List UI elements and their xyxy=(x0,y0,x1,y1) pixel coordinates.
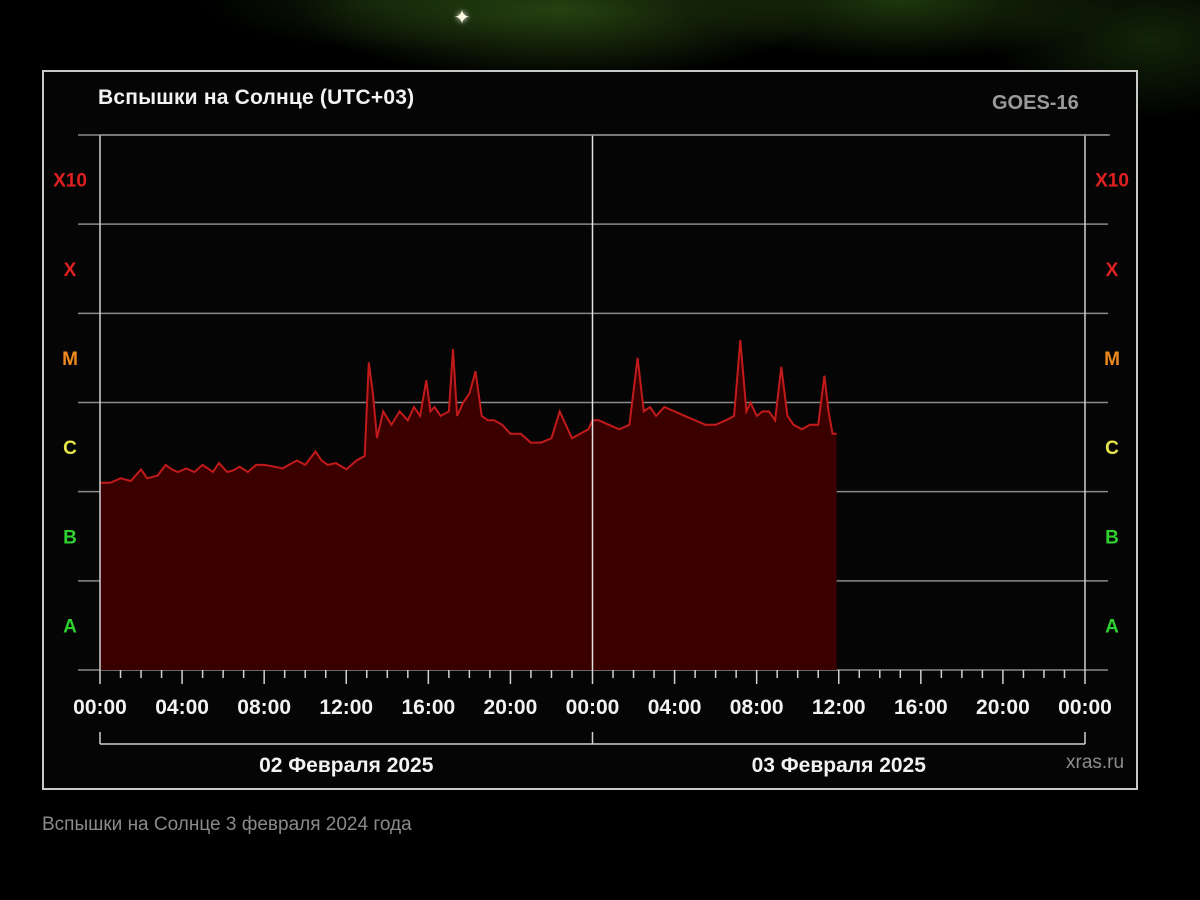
class-label-left: X10 xyxy=(53,171,87,192)
class-label-right: A xyxy=(1105,616,1119,637)
class-label-right: M xyxy=(1104,349,1120,370)
class-label-right: X10 xyxy=(1095,171,1129,192)
class-label-left: M xyxy=(62,349,78,370)
axis-layer xyxy=(99,134,1110,684)
x-tick-label: 20:00 xyxy=(976,696,1030,719)
day-label: 03 Февраля 2025 xyxy=(752,754,927,777)
x-tick-label: 00:00 xyxy=(73,696,127,719)
day-labels: 02 Февраля 2025 03 Февраля 2025 xyxy=(99,732,1086,777)
x-tick-label: 08:00 xyxy=(730,696,784,719)
satellite-label: GOES-16 xyxy=(992,92,1079,114)
class-label-left: B xyxy=(63,527,77,548)
credit-label: xras.ru xyxy=(1066,752,1125,773)
flux-area xyxy=(100,340,837,670)
flux-line xyxy=(100,340,837,484)
class-label-left: A xyxy=(63,616,77,637)
chart-title: Вспышки на Солнце (UTC+03) xyxy=(98,86,415,109)
x-tick-label: 12:00 xyxy=(319,696,373,719)
x-tick-label: 04:00 xyxy=(155,696,209,719)
x-tick-labels: 00:00 04:00 08:00 12:00 16:00 20:00 00:00 04:00… xyxy=(73,696,1112,719)
area-layer xyxy=(100,340,837,670)
class-label-right: X xyxy=(1106,260,1119,281)
x-tick-label: 00:00 xyxy=(1058,696,1112,719)
x-tick-label: 12:00 xyxy=(812,696,866,719)
day-label: 02 Февраля 2025 xyxy=(259,754,434,777)
x-tick-label: 08:00 xyxy=(237,696,291,719)
class-label-left: X xyxy=(64,260,77,281)
class-label-right: C xyxy=(1105,438,1119,459)
image-caption: Вспышки на Солнце 3 февраля 2024 года xyxy=(42,814,412,835)
star-icon: ✦ xyxy=(453,7,471,29)
x-tick-label: 20:00 xyxy=(484,696,538,719)
x-tick-label: 16:00 xyxy=(894,696,948,719)
class-label-left: C xyxy=(63,438,77,459)
x-tick-label: 00:00 xyxy=(566,696,620,719)
class-labels: A A B B C C M M X X X10 X10 xyxy=(53,171,1129,638)
x-tick-label: 04:00 xyxy=(648,696,702,719)
x-tick-label: 16:00 xyxy=(401,696,455,719)
class-label-right: B xyxy=(1105,527,1119,548)
